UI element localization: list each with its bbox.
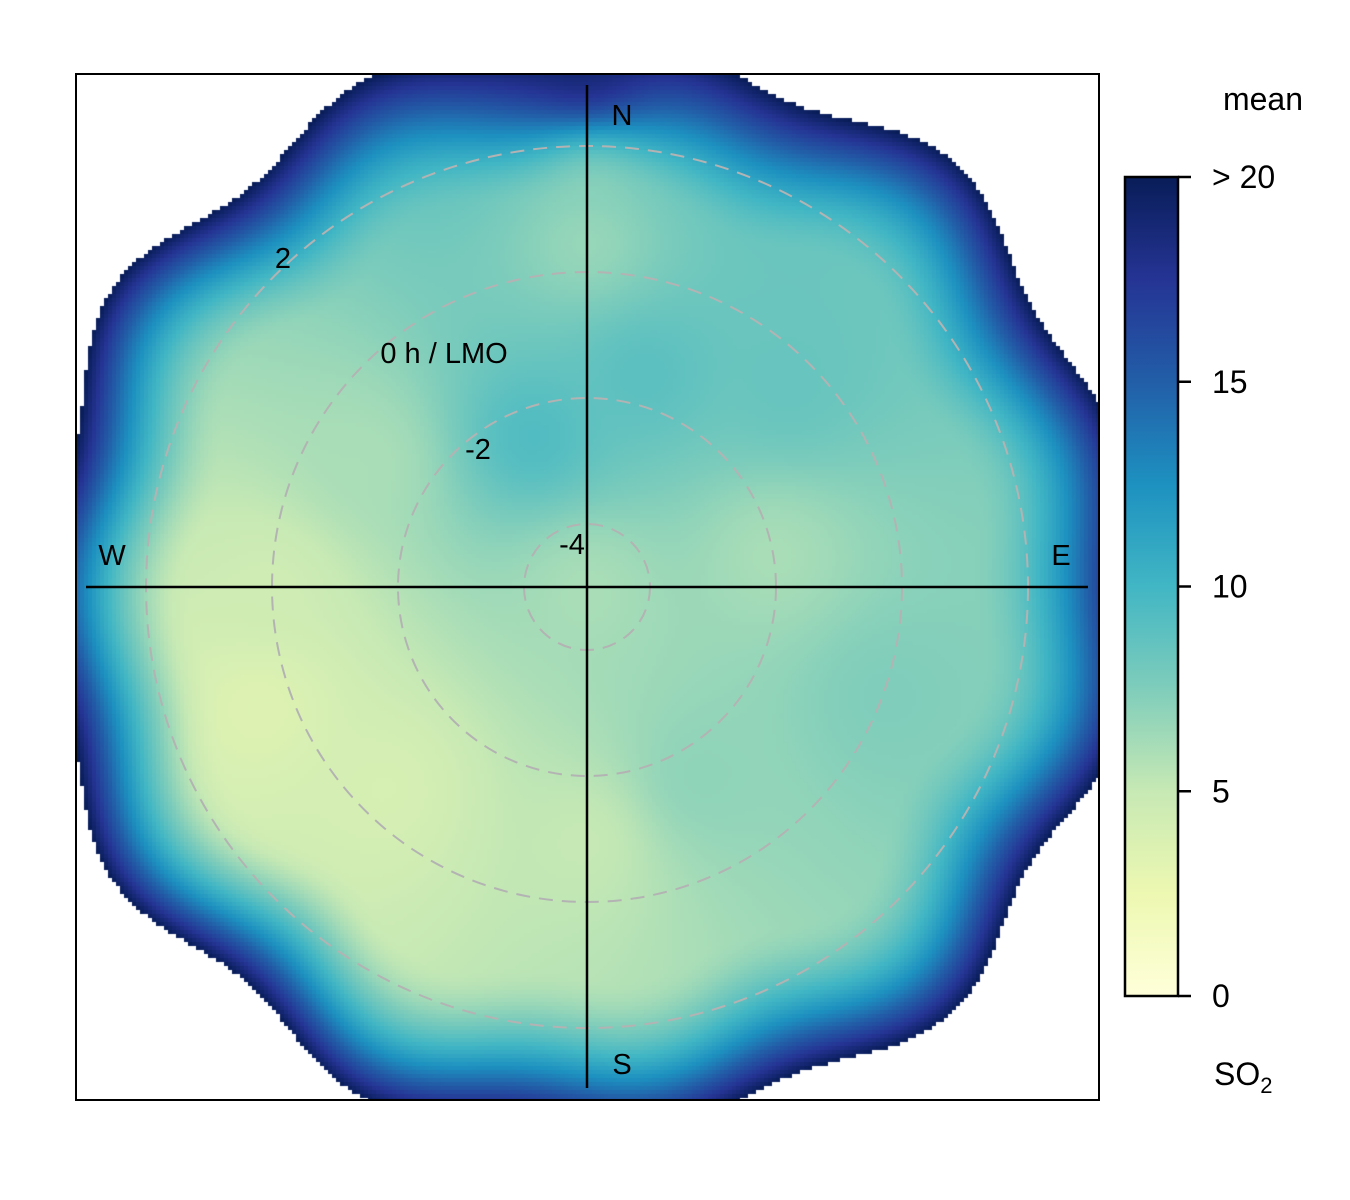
- pollutant-subscript: 2: [1260, 1073, 1272, 1098]
- pollutant-name: SO: [1214, 1056, 1260, 1092]
- colorbar: [1123, 175, 1180, 998]
- colorbar-tick-label: 0: [1212, 978, 1230, 1014]
- direction-label-south: S: [612, 1049, 631, 1081]
- radial-tick-label: 2: [275, 243, 291, 275]
- colorbar-tick-label: > 20: [1212, 159, 1275, 195]
- colorbar-pollutant-label: SO2: [1214, 1056, 1272, 1098]
- colorbar-tick-label: 15: [1212, 364, 1248, 400]
- direction-label-east: E: [1051, 540, 1070, 572]
- colorbar-tick-label: 5: [1212, 773, 1230, 809]
- radial-tick-label: -2: [465, 434, 491, 466]
- direction-label-west: W: [98, 540, 126, 572]
- colorbar-title: mean: [1223, 81, 1303, 117]
- radial-tick-label: -4: [559, 529, 585, 561]
- plot-panel-border: [75, 73, 1100, 1101]
- direction-label-north: N: [612, 100, 633, 132]
- colorbar-tick-label: 10: [1212, 569, 1248, 605]
- colorbar-ticks: 0 5 10 15 > 20: [1178, 159, 1275, 1014]
- radial-axis-title: 0 h / LMO: [380, 338, 507, 370]
